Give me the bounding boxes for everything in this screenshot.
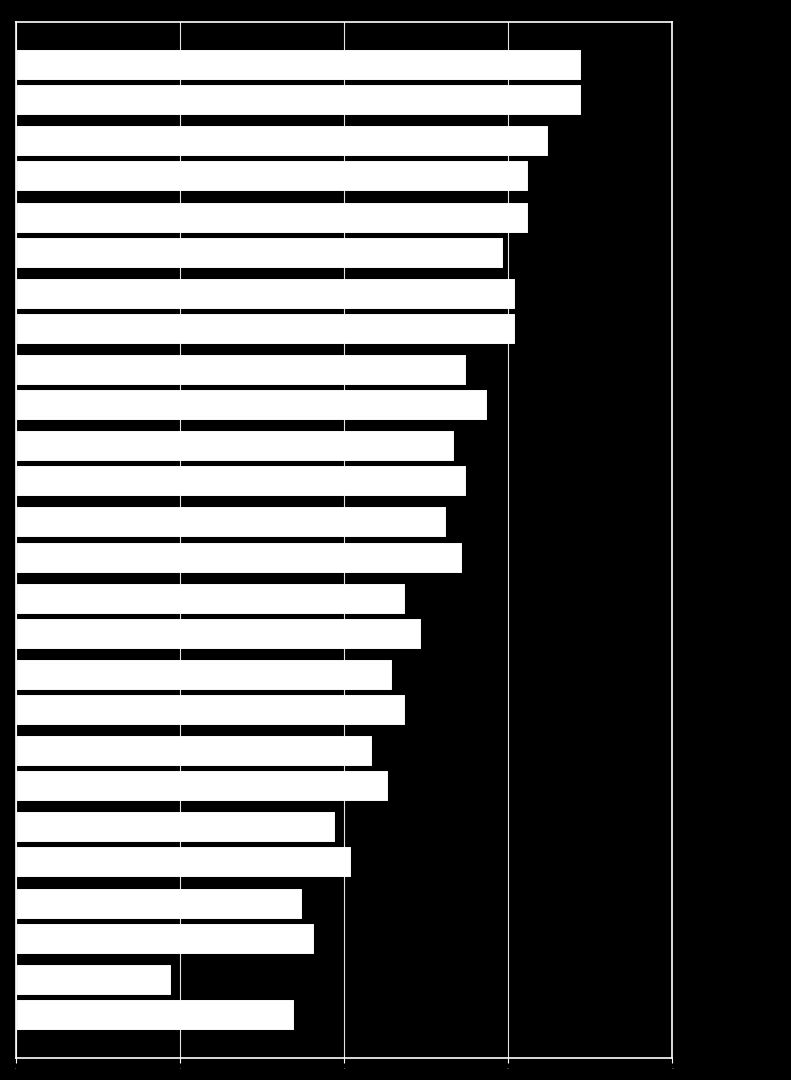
Bar [16,888,303,920]
Bar [16,735,373,767]
Bar [16,160,528,192]
Bar [16,583,406,615]
Bar [16,313,517,345]
Bar [16,618,422,650]
Bar [16,237,504,269]
Bar [16,999,295,1031]
Bar [16,278,517,310]
Bar [16,770,389,802]
Bar [16,541,463,573]
Bar [16,811,336,843]
Bar [16,694,406,726]
Bar [16,389,488,421]
Bar [16,963,172,996]
Bar [16,84,582,117]
Bar [16,430,455,462]
Bar [16,922,316,955]
Bar [16,125,549,158]
Bar [16,49,582,81]
Bar [16,465,467,497]
Bar [16,659,393,691]
Bar [16,507,447,539]
Bar [16,202,528,233]
Bar [16,847,352,878]
Bar [16,354,467,386]
